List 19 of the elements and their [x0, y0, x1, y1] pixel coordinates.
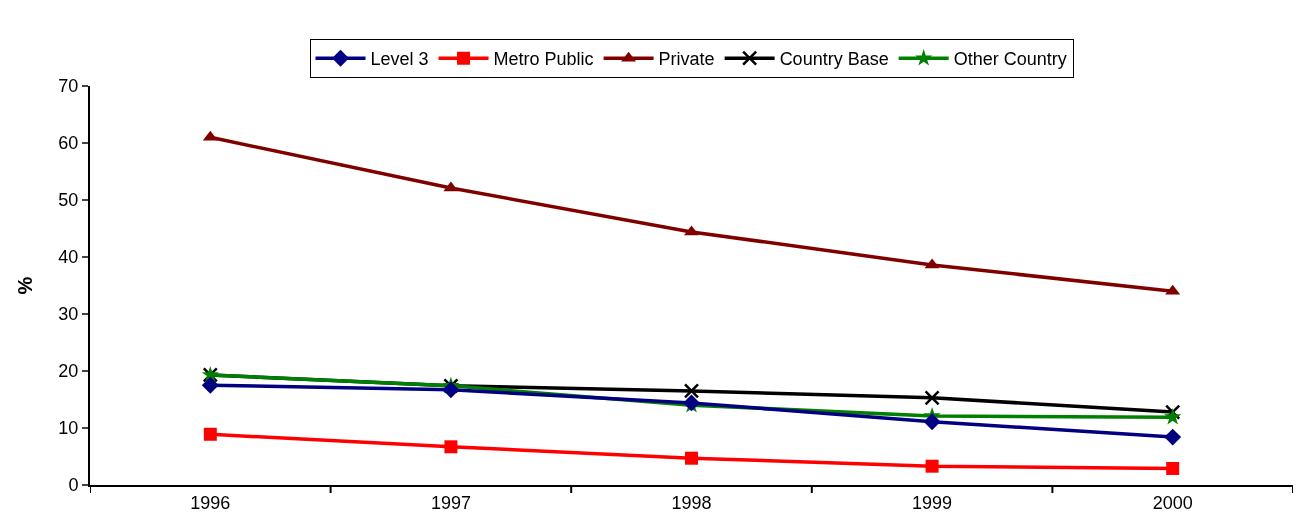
x-tick-label: 1996: [190, 492, 231, 513]
y-axis-title: %: [14, 276, 37, 295]
legend-label: Private: [658, 49, 715, 70]
x-tick-label: 1997: [430, 492, 471, 513]
legend-label: Level 3: [370, 49, 429, 70]
y-tick-label: 60: [58, 133, 79, 154]
x-tick-label: 1998: [671, 492, 712, 513]
legend-label: Country Base: [779, 49, 889, 70]
y-tick-label: 50: [58, 190, 79, 211]
x-tick-label: 1999: [912, 492, 953, 513]
x-tick-label: 2000: [1152, 492, 1193, 513]
y-tick-label: 10: [58, 418, 79, 439]
legend-label: Other Country: [953, 49, 1067, 70]
y-tick-label: 70: [58, 76, 79, 97]
y-tick-label: 20: [58, 361, 79, 382]
y-tick-label: 40: [58, 247, 79, 268]
y-tick-label: 0: [68, 475, 79, 496]
y-tick-label: 30: [58, 304, 79, 325]
legend-label: Metro Public: [493, 49, 594, 70]
